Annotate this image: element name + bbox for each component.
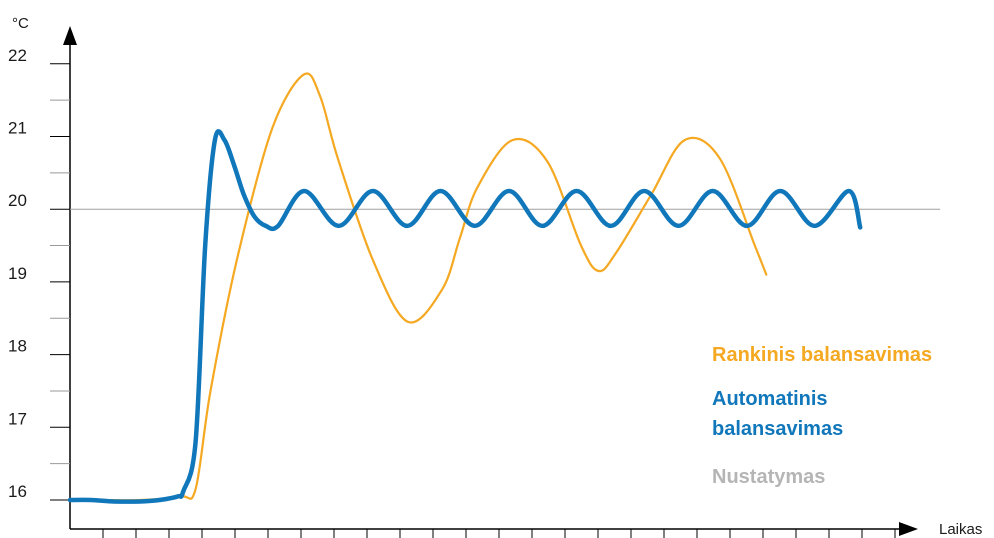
series-line-manual bbox=[68, 72, 768, 502]
y-tick-label: 19 bbox=[8, 264, 27, 283]
x-axis-label: Laikas bbox=[939, 521, 982, 538]
y-ticks: 16 17 18 19 20 21 22 bbox=[8, 46, 70, 501]
y-axis-unit: °C bbox=[12, 15, 29, 32]
y-axis-arrow bbox=[63, 26, 77, 45]
y-tick-label: 20 bbox=[8, 191, 27, 210]
y-tick-label: 21 bbox=[8, 119, 27, 138]
y-tick-label: 17 bbox=[8, 409, 27, 428]
y-tick-label: 18 bbox=[8, 337, 27, 356]
legend-manual: Rankinis balansavimas bbox=[712, 344, 933, 366]
series-line-automatic bbox=[67, 129, 863, 504]
legend-setpoint: Nustatymas bbox=[712, 466, 826, 488]
legend-automatic: Automatinis balansavimas bbox=[712, 388, 844, 440]
series-lines bbox=[67, 72, 863, 504]
x-axis-arrow bbox=[899, 522, 918, 536]
axes: °C Laikas bbox=[12, 15, 982, 538]
x-ticks bbox=[102, 529, 896, 538]
y-tick-label: 16 bbox=[8, 482, 27, 501]
y-tick-label: 22 bbox=[8, 46, 27, 65]
